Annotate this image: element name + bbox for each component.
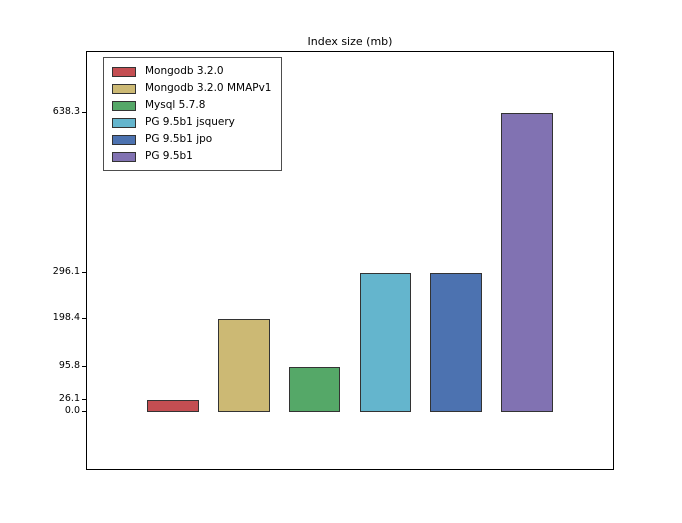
y-tick-mark — [82, 411, 86, 412]
y-tick-mark — [82, 112, 86, 114]
y-tick-mark — [82, 272, 86, 274]
y-tick-label-26.1: 26.1 — [58, 392, 80, 404]
legend-swatch-pg-9-5b1-jsquery — [112, 117, 136, 128]
y-tick-label-95.8: 95.8 — [58, 360, 80, 372]
bar-mongodb-3-2-0 — [146, 399, 199, 412]
legend-swatch-mysql-5-7-8 — [112, 100, 136, 111]
bar-pg-9-5b1-jsquery — [359, 273, 412, 412]
legend-label: PG 9.5b1 — [145, 150, 193, 162]
bar-pg-9-5b1-jpo — [430, 273, 483, 412]
y-tick-label-198.4: 198.4 — [52, 312, 80, 324]
bar-pg-9-5b1 — [501, 113, 554, 412]
legend-item-pg-9-5b1-jpo: PG 9.5b1 jpo — [112, 131, 271, 148]
chart-title: Index size (mb) — [307, 35, 393, 48]
legend-label: Mongodb 3.2.0 — [145, 65, 224, 77]
legend-item-mongodb-3-2-0-mmapv1: Mongodb 3.2.0 MMAPv1 — [112, 80, 271, 97]
legend-label: Mongodb 3.2.0 MMAPv1 — [145, 82, 272, 94]
legend-swatch-mongodb-3-2-0-mmapv1 — [112, 83, 136, 94]
legend-label: PG 9.5b1 jsquery — [145, 116, 235, 128]
legend: Mongodb 3.2.0 Mongodb 3.2.0 MMAPv1 Mysql 5… — [103, 57, 283, 171]
y-tick-label-296.1: 296.1 — [52, 266, 80, 278]
bar-mongodb-3-2-0-mmapv1 — [217, 319, 270, 412]
legend-item-mongodb-3-2-0: Mongodb 3.2.0 — [112, 63, 271, 80]
y-tick-mark — [82, 366, 86, 368]
legend-item-mysql-5-7-8: Mysql 5.7.8 — [112, 97, 271, 114]
legend-item-pg-9-5b1: PG 9.5b1 — [112, 148, 271, 165]
legend-swatch-mongodb-3-2-0 — [112, 66, 136, 77]
plot-area: Mongodb 3.2.0 Mongodb 3.2.0 MMAPv1 Mysql 5… — [86, 51, 614, 470]
legend-swatch-pg-9-5b1-jpo — [112, 134, 136, 145]
bar-mysql-5-7-8 — [288, 367, 341, 412]
y-tick-mark — [82, 398, 86, 400]
y-tick-mark — [82, 318, 86, 320]
legend-label: PG 9.5b1 jpo — [145, 133, 213, 145]
y-tick-label-638.3: 638.3 — [52, 106, 80, 118]
legend-label: Mysql 5.7.8 — [145, 99, 206, 111]
legend-swatch-pg-9-5b1 — [112, 151, 136, 162]
legend-item-pg-9-5b1-jsquery: PG 9.5b1 jsquery — [112, 114, 271, 131]
y-tick-label-0.0: 0.0 — [64, 405, 80, 416]
